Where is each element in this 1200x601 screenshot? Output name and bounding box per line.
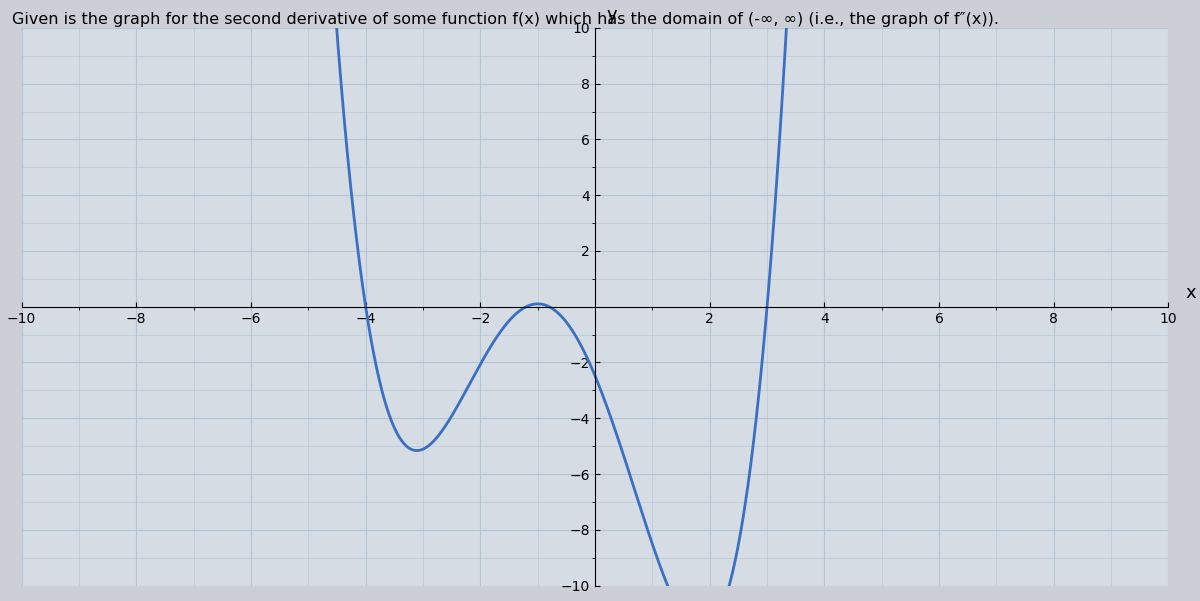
Text: y: y	[606, 5, 617, 23]
Text: x: x	[1186, 284, 1196, 302]
Text: Given is the graph for the second derivative of some function f(x) which has the: Given is the graph for the second deriva…	[12, 12, 998, 27]
